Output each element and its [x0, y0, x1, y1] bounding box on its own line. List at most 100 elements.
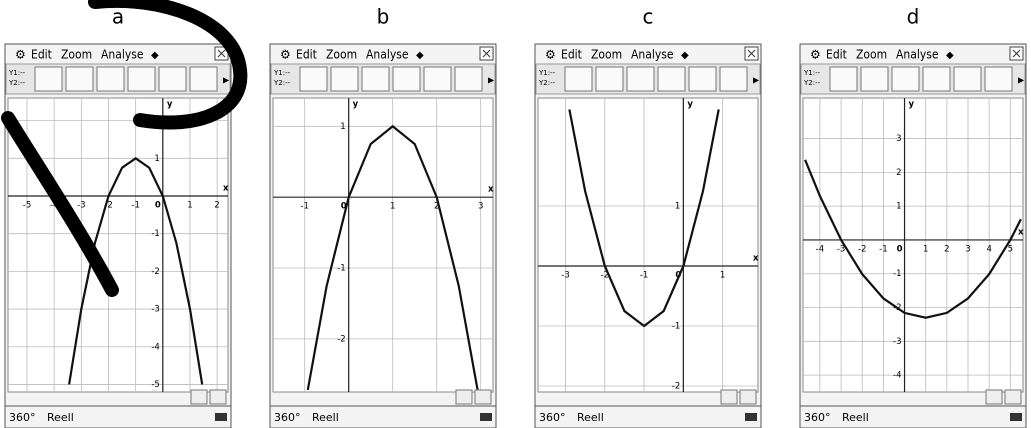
toolbar-button[interactable]	[954, 67, 981, 91]
bottom-button[interactable]	[210, 390, 226, 404]
toolbar-button[interactable]	[565, 67, 592, 91]
battery-icon	[745, 413, 757, 421]
y-tick-label: -3	[893, 337, 901, 347]
y-tick-label: -5	[151, 380, 159, 390]
battery-icon	[215, 413, 227, 421]
func-list-label: Y1:--	[803, 69, 821, 77]
menu-item[interactable]: Edit	[31, 48, 52, 62]
menu-item[interactable]: Zoom	[326, 48, 357, 62]
x-tick-label: 3	[478, 202, 483, 212]
menu-item[interactable]: Analyse	[896, 48, 939, 62]
toolbar-button[interactable]	[830, 67, 857, 91]
y-tick-label: -3	[151, 305, 159, 315]
toolbar-button[interactable]	[861, 67, 888, 91]
bottom-button[interactable]	[456, 390, 472, 404]
y-tick-label: -4	[151, 342, 159, 352]
toolbar-more: ▶	[753, 76, 760, 85]
menu-item[interactable]: Zoom	[61, 48, 92, 62]
toolbar-more: ▶	[223, 76, 230, 85]
x-tick-label: -3	[561, 271, 569, 281]
x-tick-label: 1	[187, 201, 192, 211]
x-tick-label: 2	[214, 201, 219, 211]
x-tick-label: 2	[944, 244, 949, 254]
bottom-button[interactable]	[191, 390, 207, 404]
menu-arrow: ◆	[416, 50, 424, 61]
toolbar-more: ▶	[1018, 76, 1025, 85]
toolbar-button[interactable]	[393, 67, 420, 91]
x-tick-label: 1	[720, 271, 725, 281]
toolbar-button[interactable]	[923, 67, 950, 91]
menu-item[interactable]: Edit	[296, 48, 317, 62]
y-axis-label: y	[687, 100, 693, 110]
calculator-panel: a⚙EditZoomAnalyse◆Y1:--Y2:--▶xy-5-4-3-2-…	[5, 5, 231, 428]
toolbar-button[interactable]	[362, 67, 389, 91]
menu-item[interactable]: Analyse	[631, 48, 674, 62]
bottom-button[interactable]	[1005, 390, 1021, 404]
toolbar-button[interactable]	[35, 67, 62, 91]
toolbar-button[interactable]	[892, 67, 919, 91]
menu-item[interactable]: Edit	[826, 48, 847, 62]
x-tick-label: -4	[816, 244, 824, 254]
toolbar-button[interactable]	[300, 67, 327, 91]
y-tick-label: -1	[893, 269, 901, 279]
toolbar-button[interactable]	[190, 67, 217, 91]
menu-item[interactable]: Zoom	[591, 48, 622, 62]
toolbar-button[interactable]	[66, 67, 93, 91]
menu-item[interactable]: Edit	[561, 48, 582, 62]
toolbar-button[interactable]	[455, 67, 482, 91]
x-tick-label: -3	[77, 201, 85, 211]
menu-item[interactable]: Zoom	[856, 48, 887, 62]
x-axis-label: x	[488, 185, 494, 195]
func-list-label: Y2:--	[538, 79, 556, 87]
bottom-button[interactable]	[740, 390, 756, 404]
bottom-button[interactable]	[721, 390, 737, 404]
status-mode: Reell	[312, 411, 339, 424]
y-axis-label: y	[909, 100, 915, 110]
toolbar-button[interactable]	[627, 67, 654, 91]
y-tick-label: -1	[151, 229, 159, 239]
y-axis-label: y	[167, 100, 173, 110]
menu-item[interactable]: Analyse	[366, 48, 409, 62]
x-tick-label: 1	[390, 202, 395, 212]
status-mode: Reell	[47, 411, 74, 424]
toolbar-button[interactable]	[128, 67, 155, 91]
x-tick-label: 3	[965, 244, 970, 254]
toolbar-button[interactable]	[689, 67, 716, 91]
func-list-label: Y1:--	[538, 69, 556, 77]
toolbar-button[interactable]	[720, 67, 747, 91]
x-tick-label: 5	[1008, 244, 1013, 254]
x-tick-label: 1	[923, 244, 928, 254]
menu-arrow: ◆	[151, 50, 159, 61]
bottom-button[interactable]	[475, 390, 491, 404]
y-tick-label: 3	[896, 134, 901, 144]
toolbar-button[interactable]	[159, 67, 186, 91]
toolbar-button[interactable]	[97, 67, 124, 91]
toolbar-button[interactable]	[331, 67, 358, 91]
toolbar-button[interactable]	[424, 67, 451, 91]
menu-item[interactable]: Analyse	[101, 48, 144, 62]
status-mode: Reell	[842, 411, 869, 424]
figure: a⚙EditZoomAnalyse◆Y1:--Y2:--▶xy-5-4-3-2-…	[0, 0, 1031, 428]
status-angle: 360°	[9, 411, 36, 424]
func-list-label: Y2:--	[803, 79, 821, 87]
graph-area	[273, 98, 493, 392]
y-tick-label: -4	[893, 371, 901, 381]
y-tick-label: 2	[896, 168, 901, 178]
status-angle: 360°	[274, 411, 301, 424]
status-mode: Reell	[577, 411, 604, 424]
bottom-button[interactable]	[986, 390, 1002, 404]
toolbar-more: ▶	[488, 76, 495, 85]
func-list-label: Y2:--	[8, 79, 26, 87]
settings-icon: ⚙	[545, 48, 556, 62]
toolbar-button[interactable]	[985, 67, 1012, 91]
func-list-label: Y1:--	[8, 69, 26, 77]
graph-area	[538, 98, 758, 392]
toolbar-button[interactable]	[596, 67, 623, 91]
battery-icon	[480, 413, 492, 421]
func-list-label: Y2:--	[273, 79, 291, 87]
settings-icon: ⚙	[15, 48, 26, 62]
panel-label: d	[907, 5, 920, 29]
x-tick-label: -1	[640, 271, 648, 281]
toolbar-button[interactable]	[658, 67, 685, 91]
panel-label: c	[643, 5, 654, 29]
